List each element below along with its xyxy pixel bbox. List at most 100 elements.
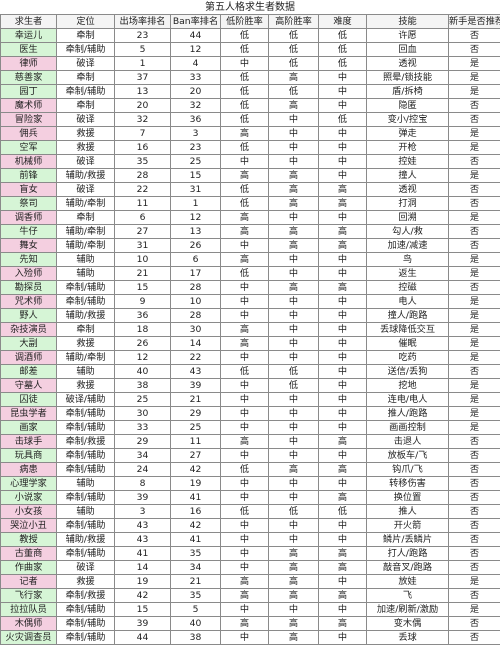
ban-rank-cell: 26 xyxy=(171,239,221,253)
pick-rank-cell: 43 xyxy=(115,519,171,533)
low-win-cell: 中 xyxy=(221,393,269,407)
skill-cell: 钩爪/飞 xyxy=(367,463,449,477)
role-cell: 牵制/辅助 xyxy=(57,281,115,295)
recommended-cell: 是 xyxy=(449,309,500,323)
survivor-name: 冒险家 xyxy=(1,113,57,127)
difficulty-cell: 中 xyxy=(319,267,367,281)
high-win-cell: 高 xyxy=(269,71,319,85)
high-win-cell: 中 xyxy=(269,351,319,365)
skill-cell: 击退人 xyxy=(367,435,449,449)
pick-rank-cell: 28 xyxy=(115,169,171,183)
survivor-name: 囚徒 xyxy=(1,393,57,407)
high-win-cell: 中 xyxy=(269,603,319,617)
survivor-name: 画家 xyxy=(1,421,57,435)
skill-cell: 打人/跑路 xyxy=(367,547,449,561)
recommended-cell: 否 xyxy=(449,43,500,57)
low-win-cell: 高 xyxy=(221,617,269,631)
survivor-name: 盲女 xyxy=(1,183,57,197)
ban-rank-cell: 4 xyxy=(171,57,221,71)
low-win-cell: 低 xyxy=(221,99,269,113)
recommended-cell: 是 xyxy=(449,603,500,617)
difficulty-cell: 中 xyxy=(319,169,367,183)
skill-cell: 开枪 xyxy=(367,141,449,155)
skill-cell: 转移伤害 xyxy=(367,477,449,491)
role-cell: 辅助/牵制 xyxy=(57,239,115,253)
low-win-cell: 高 xyxy=(221,211,269,225)
difficulty-cell: 高 xyxy=(319,239,367,253)
skill-cell: 放娃 xyxy=(367,575,449,589)
recommended-cell: 否 xyxy=(449,365,500,379)
pick-rank-cell: 23 xyxy=(115,29,171,43)
low-win-cell: 高 xyxy=(221,337,269,351)
low-win-cell: 低 xyxy=(221,71,269,85)
low-win-cell: 高 xyxy=(221,435,269,449)
ban-rank-cell: 5 xyxy=(171,603,221,617)
role-cell: 救援 xyxy=(57,127,115,141)
ban-rank-cell: 25 xyxy=(171,155,221,169)
role-cell: 牵制/救援 xyxy=(57,589,115,603)
survivor-name: 古董商 xyxy=(1,547,57,561)
pick-rank-cell: 24 xyxy=(115,463,171,477)
role-cell: 牵制 xyxy=(57,211,115,225)
skill-cell: 鳞片/丢鳞片 xyxy=(367,533,449,547)
survivor-name: 祭司 xyxy=(1,197,57,211)
difficulty-cell: 中 xyxy=(319,477,367,491)
recommended-cell: 是 xyxy=(449,71,500,85)
difficulty-cell: 中 xyxy=(319,393,367,407)
difficulty-cell: 中 xyxy=(319,365,367,379)
high-win-cell: 高 xyxy=(269,589,319,603)
header-pick-rank: 出场率排名 xyxy=(115,15,171,29)
skill-cell: 变木偶 xyxy=(367,617,449,631)
survivor-name: 击球手 xyxy=(1,435,57,449)
high-win-cell: 高 xyxy=(269,617,319,631)
skill-cell: 敲音叉/跑路 xyxy=(367,561,449,575)
low-win-cell: 低 xyxy=(221,29,269,43)
skill-cell: 返生 xyxy=(367,267,449,281)
role-cell: 破译 xyxy=(57,57,115,71)
recommended-cell: 是 xyxy=(449,57,500,71)
skill-cell: 开火箭 xyxy=(367,519,449,533)
low-win-cell: 低 xyxy=(221,43,269,57)
recommended-cell: 是 xyxy=(449,323,500,337)
pick-rank-cell: 27 xyxy=(115,225,171,239)
survivor-name: 入殓师 xyxy=(1,267,57,281)
low-win-cell: 高 xyxy=(221,169,269,183)
ban-rank-cell: 12 xyxy=(171,211,221,225)
ban-rank-cell: 39 xyxy=(171,379,221,393)
recommended-cell: 是 xyxy=(449,253,500,267)
low-win-cell: 低 xyxy=(221,85,269,99)
role-cell: 牵制/辅助 xyxy=(57,519,115,533)
low-win-cell: 低 xyxy=(221,141,269,155)
low-win-cell: 中 xyxy=(221,407,269,421)
recommended-cell: 否 xyxy=(449,561,500,575)
high-win-cell: 中 xyxy=(269,323,319,337)
recommended-cell: 是 xyxy=(449,421,500,435)
role-cell: 辅助 xyxy=(57,365,115,379)
high-win-cell: 中 xyxy=(269,519,319,533)
ban-rank-cell: 38 xyxy=(171,631,221,645)
recommended-cell: 否 xyxy=(449,435,500,449)
difficulty-cell: 中 xyxy=(319,141,367,155)
low-win-cell: 中 xyxy=(221,477,269,491)
survivor-name: 玩具商 xyxy=(1,449,57,463)
role-cell: 破译 xyxy=(57,183,115,197)
header-role: 定位 xyxy=(57,15,115,29)
survivor-name: 牛仔 xyxy=(1,225,57,239)
low-win-cell: 中 xyxy=(221,561,269,575)
skill-cell: 隐匿 xyxy=(367,99,449,113)
